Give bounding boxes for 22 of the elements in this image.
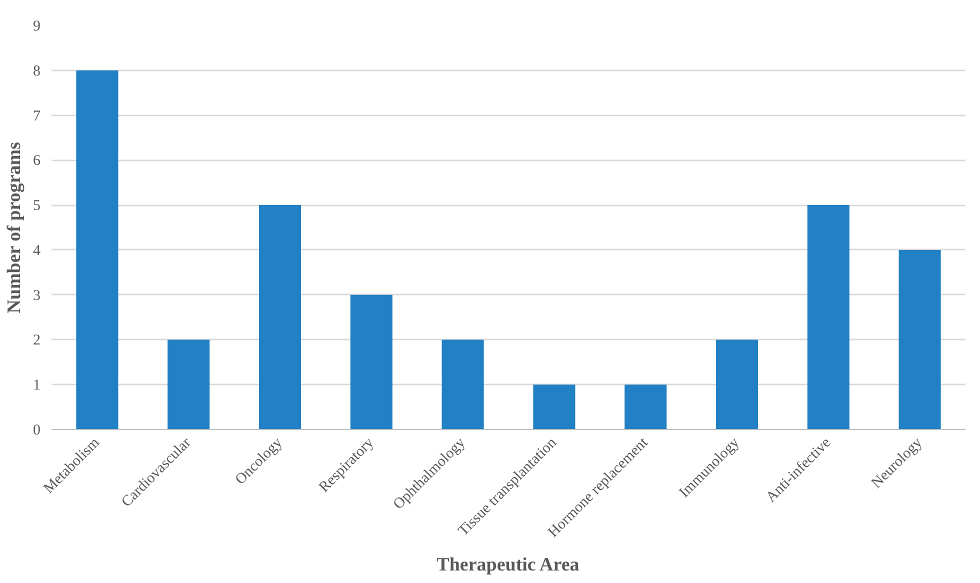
y-tick-label: 9 — [33, 18, 40, 34]
bar — [533, 384, 576, 430]
bar — [168, 340, 210, 430]
bar — [898, 250, 941, 430]
y-tick-label: 6 — [33, 153, 41, 170]
bar — [442, 340, 484, 430]
y-tick-label: 5 — [33, 198, 40, 214]
bar — [716, 340, 758, 430]
y-tick-label: 4 — [33, 242, 41, 259]
y-tick-label: 0 — [33, 422, 40, 438]
y-tick-label: 2 — [33, 332, 40, 349]
bar — [624, 384, 667, 430]
bar — [807, 205, 850, 430]
y-tick-label: 8 — [33, 63, 40, 80]
bar — [258, 205, 302, 430]
y-tick-label: 3 — [33, 288, 40, 304]
x-axis-title: Therapeutic Area — [436, 554, 580, 576]
bar — [76, 70, 118, 430]
y-axis-title: Number of programs — [4, 142, 25, 314]
y-tick-label: 7 — [33, 108, 41, 124]
bar — [350, 294, 392, 430]
y-tick-label: 1 — [33, 378, 40, 394]
